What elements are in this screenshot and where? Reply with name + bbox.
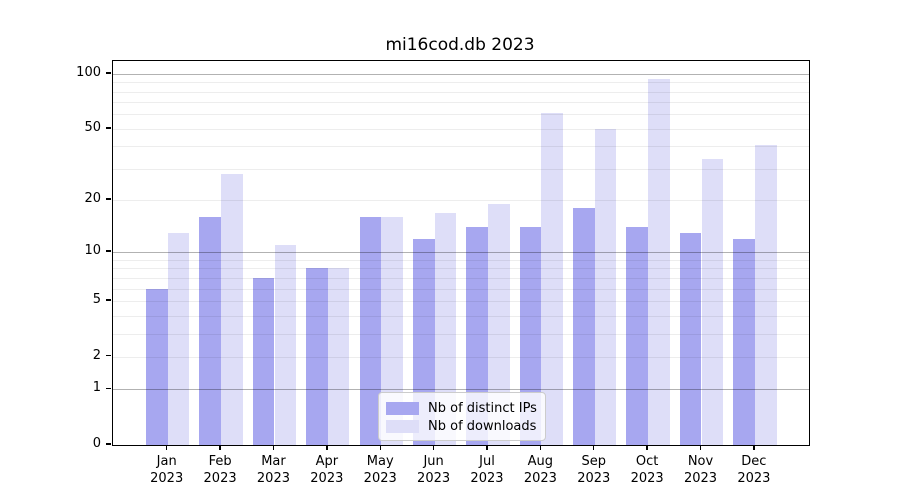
x-tick-mark-jan — [166, 445, 168, 450]
y-tick-mark — [106, 387, 111, 389]
bar-distinct-ips-apr — [306, 268, 328, 445]
x-tick-mark-sep — [593, 445, 595, 450]
bar-downloads-may — [381, 217, 403, 445]
x-tick-label-aug: Aug 2023 — [523, 454, 557, 486]
bar-distinct-ips-jan — [146, 288, 168, 445]
x-tick-label-jul: Jul 2023 — [470, 454, 504, 486]
bar-layer — [113, 61, 809, 445]
bar-downloads-jun — [434, 212, 457, 445]
y-tick-mark — [106, 127, 111, 129]
bar-distinct-ips-feb — [199, 217, 222, 445]
y-tick-mark — [106, 198, 111, 200]
y-tick-label-5: 5 — [92, 291, 101, 307]
bar-downloads-dec — [754, 144, 777, 445]
y-tick-mark — [106, 250, 111, 252]
bar-downloads-apr — [327, 268, 350, 445]
x-tick-label-mar: Mar 2023 — [256, 454, 290, 486]
bar-downloads-sep — [594, 128, 617, 445]
y-tick-label-50: 50 — [84, 119, 101, 135]
bar-downloads-nov — [701, 159, 724, 445]
x-tick-mark-may — [379, 445, 381, 450]
y-tick-label-100: 100 — [76, 64, 101, 80]
x-tick-label-jun: Jun 2023 — [417, 454, 451, 486]
x-tick-label-sep: Sep 2023 — [577, 454, 611, 486]
x-tick-mark-apr — [326, 445, 328, 450]
x-tick-label-feb: Feb 2023 — [203, 454, 237, 486]
chart-title: mi16cod.db 2023 — [385, 35, 535, 55]
legend-swatch-distinct-ips — [386, 401, 419, 415]
bar-downloads-aug — [541, 113, 564, 445]
bar-downloads-feb — [221, 174, 243, 445]
x-tick-mark-jun — [432, 445, 435, 450]
x-tick-mark-mar — [272, 445, 275, 450]
bar-downloads-mar — [274, 245, 297, 445]
legend-label-downloads: Nb of downloads — [428, 418, 537, 434]
bar-distinct-ips-sep — [573, 208, 595, 445]
y-tick-mark — [106, 354, 111, 357]
bar-downloads-oct — [648, 78, 670, 445]
bar-downloads-jan — [167, 232, 190, 445]
y-tick-mark — [106, 72, 111, 74]
y-tick-label-1: 1 — [92, 380, 101, 396]
bar-distinct-ips-jul — [466, 227, 488, 445]
x-tick-label-nov: Nov 2023 — [683, 454, 718, 486]
plot-area: Nb of distinct IPs Nb of downloads — [112, 60, 810, 446]
y-tick-label-0: 0 — [92, 436, 101, 451]
bar-downloads-jul — [488, 204, 510, 445]
x-tick-label-apr: Apr 2023 — [310, 454, 344, 486]
legend: Nb of distinct IPs Nb of downloads — [378, 392, 546, 441]
x-tick-mark-aug — [539, 445, 542, 450]
x-tick-mark-dec — [753, 445, 755, 450]
x-tick-mark-oct — [646, 445, 648, 450]
legend-swatch-downloads — [386, 419, 419, 433]
legend-label-distinct-ips: Nb of distinct IPs — [428, 400, 537, 416]
y-tick-label-2: 2 — [92, 347, 101, 363]
legend-entry-downloads: Nb of downloads — [386, 417, 537, 435]
bar-distinct-ips-oct — [626, 227, 649, 445]
bar-distinct-ips-dec — [733, 238, 755, 445]
x-tick-label-oct: Oct 2023 — [630, 454, 664, 486]
y-tick-mark — [106, 299, 111, 301]
x-tick-label-dec: Dec 2023 — [737, 454, 771, 486]
y-tick-mark — [106, 443, 111, 445]
bar-distinct-ips-may — [359, 217, 382, 445]
x-tick-label-may: May 2023 — [363, 454, 397, 486]
y-tick-label-10: 10 — [84, 243, 101, 259]
x-tick-mark-feb — [219, 445, 221, 450]
bar-distinct-ips-aug — [519, 227, 542, 445]
legend-entry-distinct-ips: Nb of distinct IPs — [386, 399, 537, 417]
x-tick-label-jan: Jan 2023 — [150, 454, 184, 486]
bar-distinct-ips-mar — [252, 277, 275, 445]
y-tick-label-20: 20 — [84, 191, 101, 207]
bar-distinct-ips-nov — [679, 232, 702, 445]
x-tick-mark-jul — [486, 445, 488, 450]
x-tick-mark-nov — [699, 445, 702, 450]
